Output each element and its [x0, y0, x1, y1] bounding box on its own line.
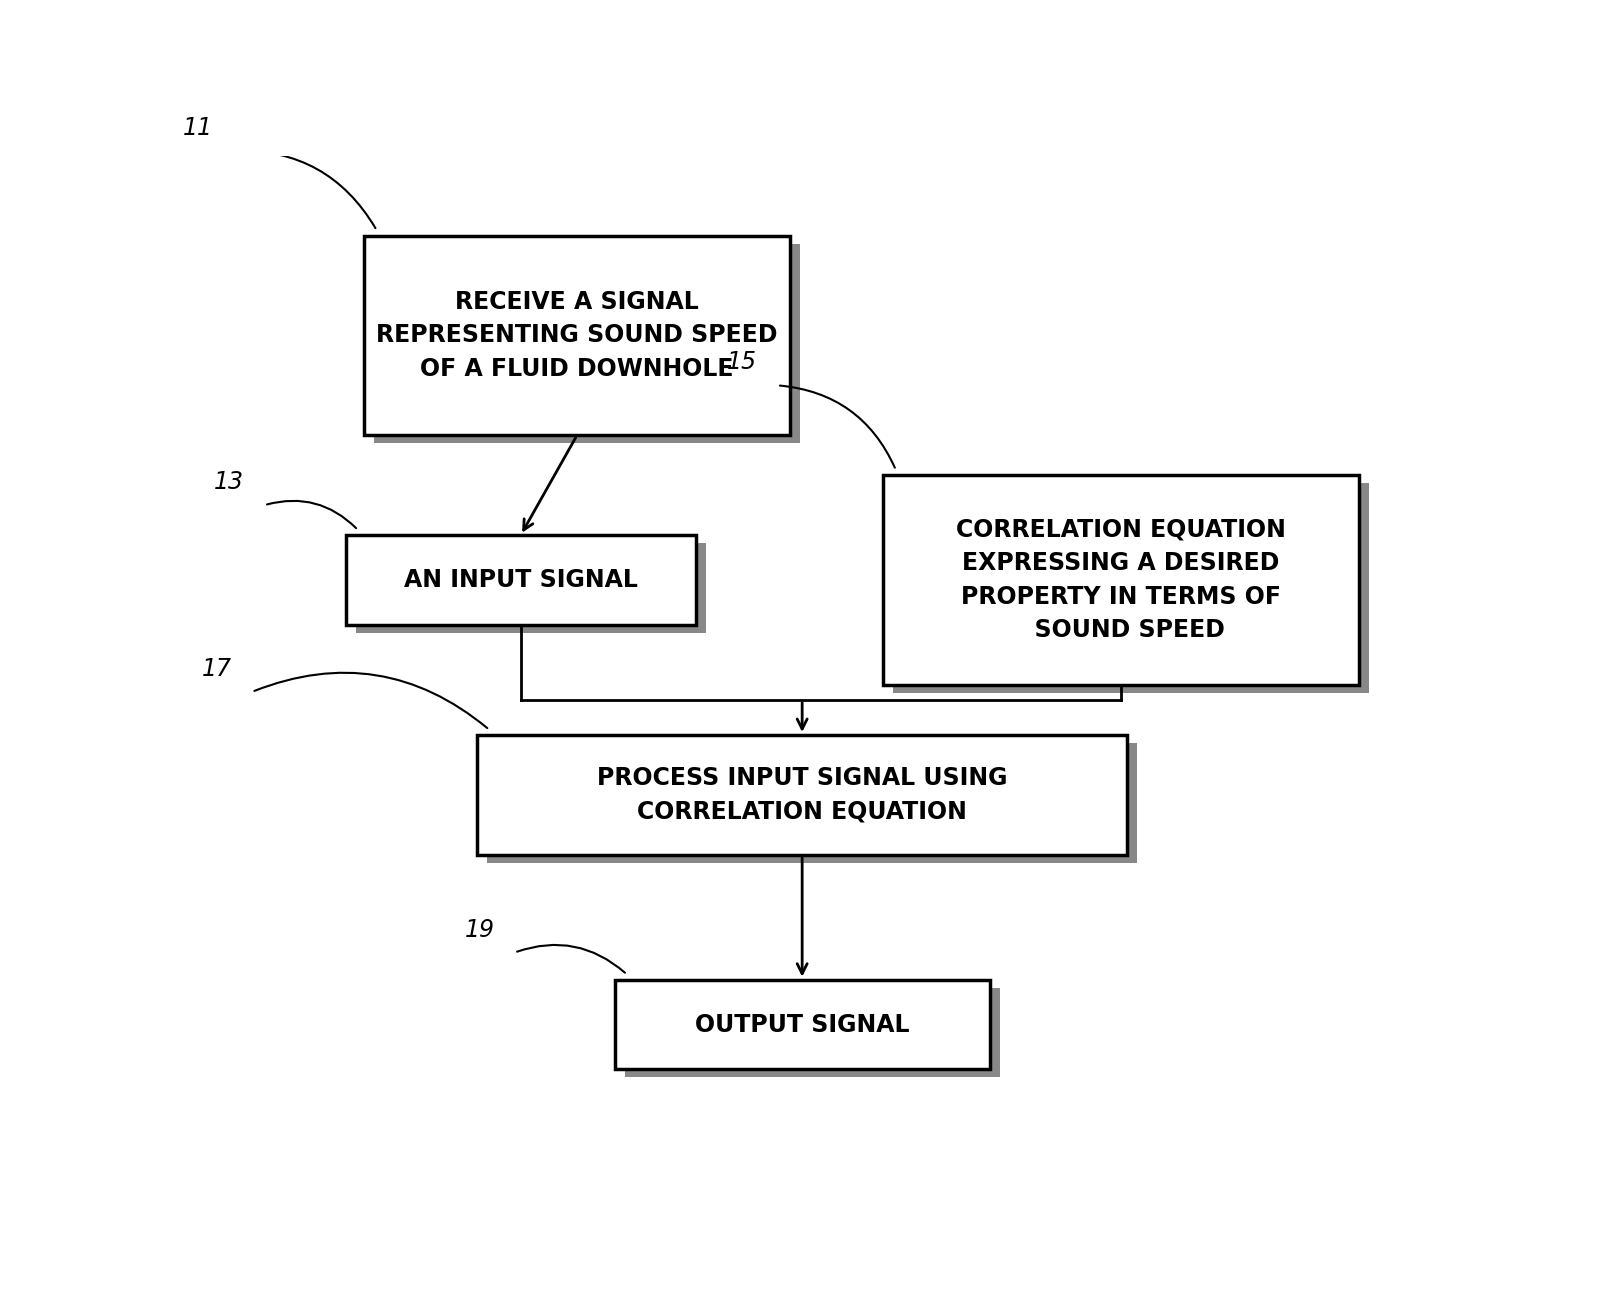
Bar: [625, 987, 999, 1078]
Bar: [355, 543, 705, 633]
Text: 13: 13: [215, 471, 244, 494]
FancyArrowPatch shape: [780, 385, 894, 468]
Bar: [478, 735, 1128, 855]
Bar: [894, 484, 1369, 693]
Text: PROCESS INPUT SIGNAL USING
CORRELATION EQUATION: PROCESS INPUT SIGNAL USING CORRELATION E…: [597, 767, 1007, 824]
FancyArrowPatch shape: [236, 150, 376, 228]
Text: AN INPUT SIGNAL: AN INPUT SIGNAL: [404, 568, 638, 593]
Bar: [615, 979, 989, 1070]
Text: 11: 11: [182, 115, 213, 140]
Bar: [345, 536, 696, 625]
FancyArrowPatch shape: [266, 501, 357, 528]
Text: OUTPUT SIGNAL: OUTPUT SIGNAL: [696, 1013, 909, 1036]
Bar: [365, 236, 789, 436]
Text: 15: 15: [726, 350, 757, 375]
FancyArrowPatch shape: [255, 673, 487, 728]
Bar: [487, 743, 1138, 863]
Bar: [883, 475, 1359, 685]
Text: 17: 17: [202, 658, 232, 681]
Text: 19: 19: [465, 918, 494, 942]
FancyArrowPatch shape: [516, 946, 625, 973]
Text: RECEIVE A SIGNAL
REPRESENTING SOUND SPEED
OF A FLUID DOWNHOLE: RECEIVE A SIGNAL REPRESENTING SOUND SPEE…: [376, 291, 778, 381]
Bar: [374, 244, 799, 444]
Text: CORRELATION EQUATION
EXPRESSING A DESIRED
PROPERTY IN TERMS OF
  SOUND SPEED: CORRELATION EQUATION EXPRESSING A DESIRE…: [955, 518, 1286, 642]
